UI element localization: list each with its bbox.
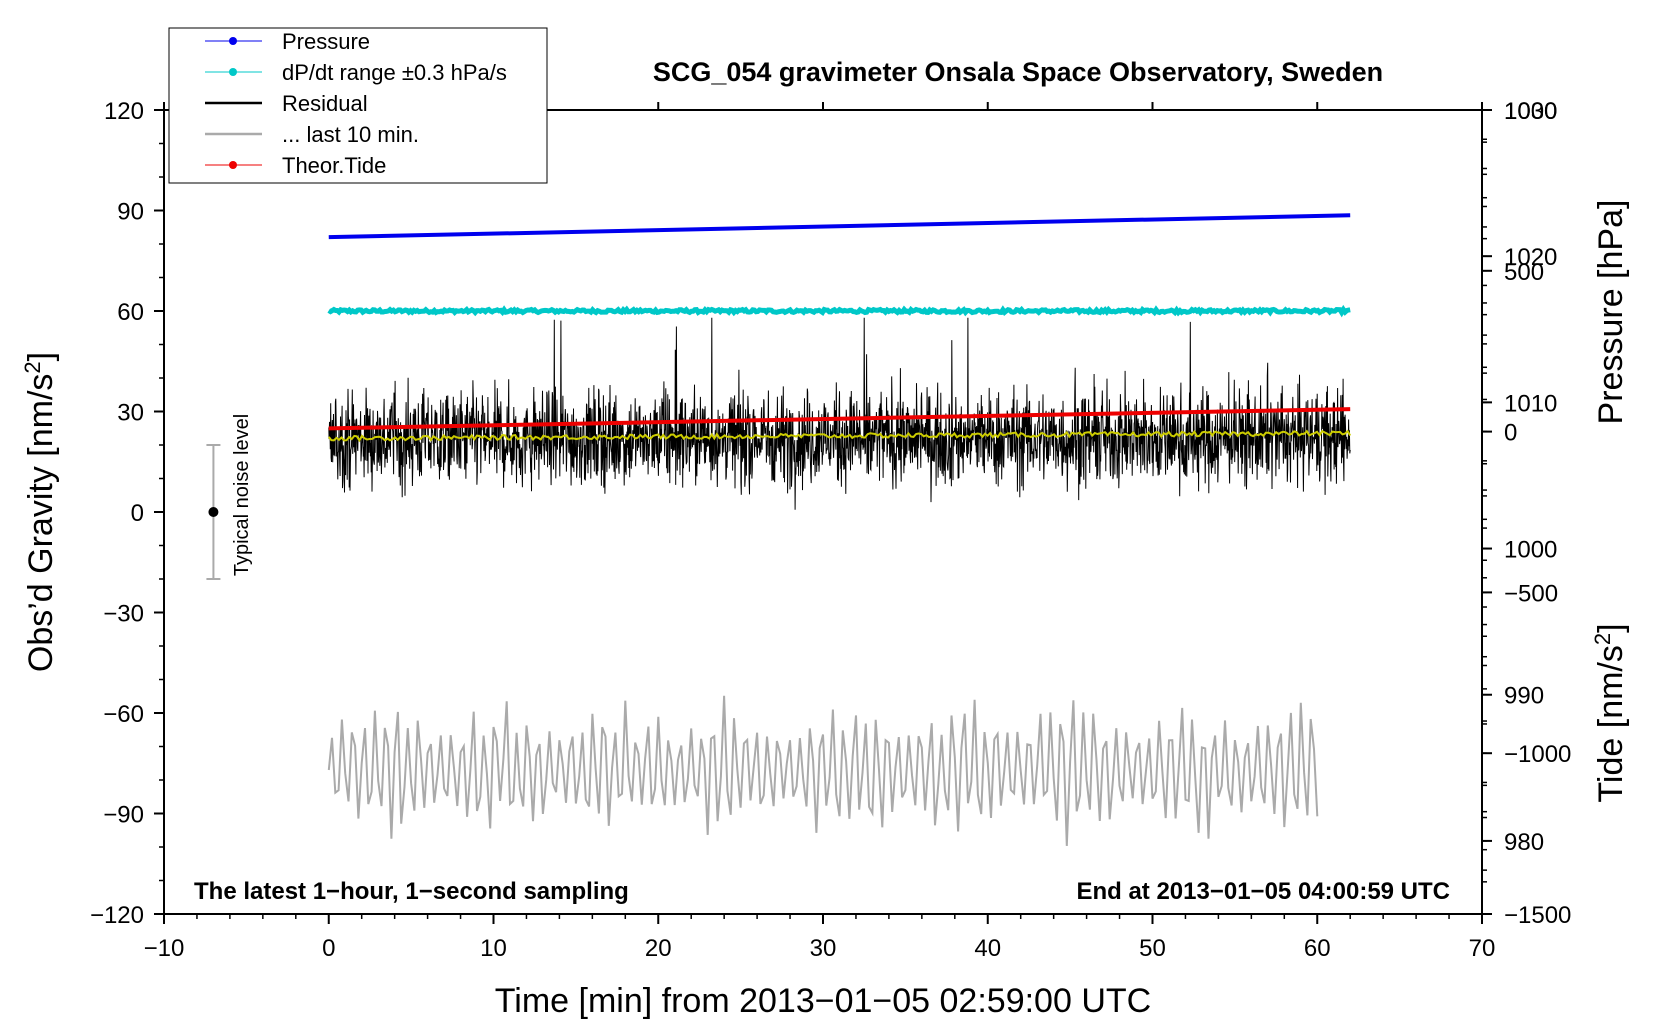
pressure-tick-label: 980	[1504, 829, 1544, 856]
legend-swatch-marker	[229, 37, 237, 45]
x-tick-label: 30	[810, 935, 837, 962]
legend-swatch-marker	[229, 161, 237, 169]
y-axis-title-tide-close: ]	[1592, 623, 1630, 632]
footer-left-annotation: The latest 1−hour, 1−second sampling	[194, 878, 629, 905]
tide-line	[328, 407, 1351, 431]
y-axis-title-left-text: Obs’d Gravity [nm/s	[22, 374, 60, 673]
legend-label: Pressure	[282, 29, 370, 54]
tide-tick-label: 500	[1504, 259, 1544, 286]
tide-tick-label: −1500	[1504, 902, 1571, 929]
noise-level-label: Typical noise level	[231, 414, 253, 576]
legend-label: ... last 10 min.	[282, 122, 419, 147]
pressure-tick-label: 1000	[1504, 537, 1557, 564]
y-left-tick-label: 120	[104, 98, 144, 125]
residual-mean-line	[328, 429, 1352, 443]
pressure-tick-label: 1010	[1504, 390, 1557, 417]
chart-title: SCG_054 gravimeter Onsala Space Observat…	[653, 57, 1383, 87]
legend-box	[168, 27, 548, 184]
y-axis-title-left-sup: 2	[20, 361, 45, 373]
x-axis-title: Time [min] from 2013−01−05 02:59:00 UTC	[495, 982, 1151, 1020]
x-tick-label: −10	[144, 935, 185, 962]
y-axis-title-tide: Tide [nm/s2]	[1590, 623, 1630, 802]
x-tick-label: 50	[1139, 935, 1166, 962]
tide-tick-label: 1000	[1504, 98, 1557, 125]
y-left-tick-label: 30	[117, 400, 144, 427]
noise-level-indicator	[206, 444, 221, 580]
legend: Pressure dP/dt range ±0.3 hPa/s Residual..…	[168, 27, 548, 184]
y-axis-title-left-close: ]	[22, 352, 60, 361]
y-left-tick-label: −90	[103, 802, 144, 829]
residual-line	[328, 317, 1351, 510]
tide-tick-label: −1000	[1504, 741, 1571, 768]
tide-tick-label: −500	[1504, 580, 1558, 607]
axis-ticks: −10 0 10 20 30 40 50 60 70−120−90−60−30030609012…	[90, 98, 1571, 962]
pressure-tick-label: 1020	[1504, 244, 1557, 271]
y-left-tick-label: −120	[90, 902, 144, 929]
dpdt-line	[327, 304, 1351, 318]
x-tick-label: 10	[480, 935, 507, 962]
x-tick-label: 60	[1304, 935, 1331, 962]
pressure-tick-label: 1030	[1504, 98, 1557, 125]
y-left-tick-label: −30	[103, 601, 144, 628]
plot-frame	[163, 109, 1483, 915]
y-axis-title-left: Obs’d Gravity [nm/s2]	[20, 352, 60, 672]
y-left-tick-label: 90	[117, 199, 144, 226]
x-tick-label: 70	[1469, 935, 1496, 962]
footer-right-annotation: End at 2013−01−05 04:00:59 UTC	[1076, 878, 1450, 905]
data-series	[327, 213, 1352, 846]
y-left-tick-label: 0	[131, 500, 144, 527]
x-tick-label: 0	[322, 935, 335, 962]
pressure-line	[328, 213, 1351, 240]
y-axis-title-pressure: Pressure [hPa]	[1592, 200, 1630, 425]
legend-label: Residual	[282, 91, 368, 116]
tide-tick-label: 0	[1504, 420, 1517, 447]
x-tick-label: 20	[645, 935, 672, 962]
noise-bar-center-dot	[208, 507, 219, 517]
legend-label: dP/dt range ±0.3 hPa/s	[282, 60, 507, 85]
x-tick-label: 40	[974, 935, 1001, 962]
pressure-tick-label: 990	[1504, 683, 1544, 710]
last-10-min-line	[327, 695, 1319, 846]
legend-swatch-marker	[229, 68, 237, 76]
y-left-tick-label: 60	[117, 299, 144, 326]
y-axis-title-tide-sup: 2	[1590, 633, 1615, 645]
legend-label: Theor.Tide	[282, 153, 386, 178]
y-left-tick-label: −60	[103, 701, 144, 728]
y-axis-title-tide-text: Tide [nm/s	[1592, 645, 1630, 802]
